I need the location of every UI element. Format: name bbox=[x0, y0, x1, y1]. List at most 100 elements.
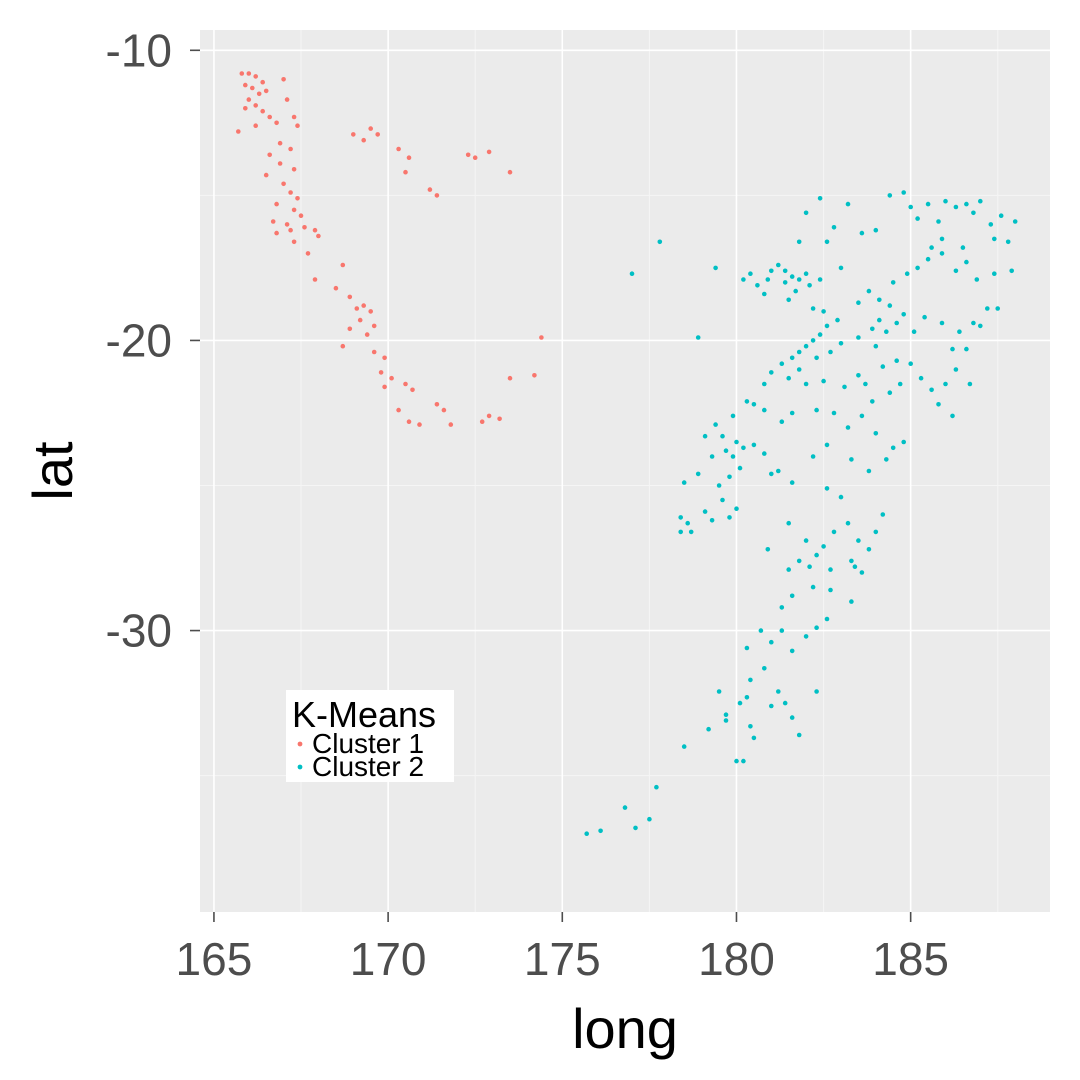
point-cluster-1 bbox=[364, 332, 370, 337]
point-cluster-2 bbox=[751, 735, 757, 741]
point-cluster-2 bbox=[737, 465, 743, 471]
point-cluster-1 bbox=[479, 419, 485, 425]
point-cluster-2 bbox=[782, 268, 788, 274]
point-cluster-1 bbox=[539, 335, 544, 340]
point-cluster-2 bbox=[821, 309, 826, 314]
point-cluster-2 bbox=[796, 277, 802, 282]
point-cluster-1 bbox=[448, 422, 454, 427]
point-cluster-2 bbox=[849, 558, 854, 564]
point-cluster-2 bbox=[894, 320, 899, 326]
point-cluster-2 bbox=[633, 825, 638, 831]
point-cluster-1 bbox=[316, 233, 321, 239]
point-cluster-2 bbox=[890, 280, 896, 285]
point-cluster-2 bbox=[814, 552, 819, 558]
point-cluster-2 bbox=[702, 509, 708, 514]
point-cluster-2 bbox=[751, 442, 757, 448]
point-cluster-2 bbox=[748, 724, 753, 729]
point-cluster-2 bbox=[901, 190, 906, 195]
point-cluster-2 bbox=[887, 390, 893, 396]
point-cluster-2 bbox=[765, 277, 771, 282]
point-cluster-2 bbox=[859, 570, 865, 575]
point-cluster-2 bbox=[598, 828, 603, 834]
point-cluster-2 bbox=[964, 259, 969, 265]
point-cluster-1 bbox=[260, 108, 266, 114]
point-cluster-2 bbox=[880, 364, 886, 369]
point-cluster-2 bbox=[911, 329, 917, 335]
point-cluster-1 bbox=[354, 306, 360, 311]
point-cluster-2 bbox=[849, 457, 854, 462]
point-cluster-1 bbox=[340, 262, 346, 268]
point-cluster-1 bbox=[361, 137, 367, 143]
point-cluster-2 bbox=[953, 268, 959, 274]
point-cluster-1 bbox=[260, 79, 266, 85]
point-cluster-2 bbox=[929, 387, 934, 393]
point-cluster-2 bbox=[716, 689, 722, 694]
point-cluster-2 bbox=[807, 564, 812, 569]
point-cluster-1 bbox=[288, 227, 293, 233]
point-cluster-2 bbox=[584, 831, 589, 836]
point-cluster-2 bbox=[807, 283, 812, 288]
point-cluster-2 bbox=[786, 520, 791, 526]
point-cluster-2 bbox=[845, 201, 851, 207]
point-cluster-2 bbox=[782, 280, 788, 285]
point-cluster-2 bbox=[978, 198, 983, 204]
point-cluster-2 bbox=[734, 439, 739, 445]
point-cluster-2 bbox=[884, 457, 889, 462]
point-cluster-1 bbox=[434, 193, 440, 198]
point-cluster-2 bbox=[887, 193, 893, 198]
point-cluster-2 bbox=[685, 520, 690, 526]
point-cluster-2 bbox=[1012, 219, 1018, 224]
point-cluster-1 bbox=[427, 187, 433, 192]
point-cluster-2 bbox=[786, 297, 791, 303]
point-cluster-2 bbox=[873, 529, 879, 535]
point-cluster-2 bbox=[821, 544, 826, 549]
legend-box bbox=[286, 690, 454, 782]
point-cluster-1 bbox=[434, 402, 440, 407]
point-cluster-2 bbox=[734, 506, 739, 512]
point-cluster-2 bbox=[709, 454, 715, 459]
point-cluster-2 bbox=[713, 422, 718, 427]
y-tick-label: -10 bbox=[106, 24, 172, 76]
point-cluster-2 bbox=[824, 323, 830, 329]
point-cluster-1 bbox=[236, 129, 241, 134]
point-cluster-2 bbox=[810, 306, 816, 311]
point-cluster-1 bbox=[465, 152, 471, 158]
point-cluster-1 bbox=[267, 152, 273, 158]
point-cluster-2 bbox=[803, 343, 809, 349]
point-cluster-2 bbox=[908, 204, 913, 210]
point-cluster-1 bbox=[389, 375, 394, 381]
point-cluster-2 bbox=[814, 407, 819, 413]
point-cluster-2 bbox=[776, 262, 781, 268]
y-tick-label: -30 bbox=[106, 605, 172, 657]
point-cluster-2 bbox=[835, 317, 840, 323]
point-cluster-2 bbox=[880, 512, 886, 517]
point-cluster-2 bbox=[744, 695, 750, 700]
point-cluster-2 bbox=[814, 625, 819, 630]
point-cluster-2 bbox=[915, 216, 920, 221]
point-cluster-2 bbox=[741, 758, 746, 764]
point-cluster-1 bbox=[250, 85, 255, 91]
point-cluster-2 bbox=[1005, 239, 1011, 245]
point-cluster-1 bbox=[340, 343, 346, 349]
point-cluster-2 bbox=[769, 370, 774, 375]
x-tick-label: 185 bbox=[872, 933, 949, 985]
legend-key-cluster-2 bbox=[297, 764, 303, 770]
point-cluster-2 bbox=[751, 402, 757, 407]
point-cluster-2 bbox=[849, 599, 854, 604]
point-cluster-1 bbox=[253, 74, 258, 79]
point-cluster-2 bbox=[803, 634, 809, 639]
point-cluster-2 bbox=[998, 213, 1004, 218]
point-cluster-1 bbox=[284, 222, 290, 227]
point-cluster-2 bbox=[894, 358, 899, 364]
point-cluster-2 bbox=[702, 433, 708, 439]
point-cluster-2 bbox=[838, 494, 844, 500]
axis-ticks bbox=[190, 49, 912, 922]
point-cluster-2 bbox=[992, 236, 997, 242]
point-cluster-2 bbox=[723, 712, 729, 717]
point-cluster-1 bbox=[298, 213, 304, 218]
point-cluster-2 bbox=[943, 198, 948, 204]
point-cluster-2 bbox=[789, 593, 795, 599]
point-cluster-1 bbox=[472, 155, 478, 160]
point-cluster-2 bbox=[922, 314, 927, 320]
